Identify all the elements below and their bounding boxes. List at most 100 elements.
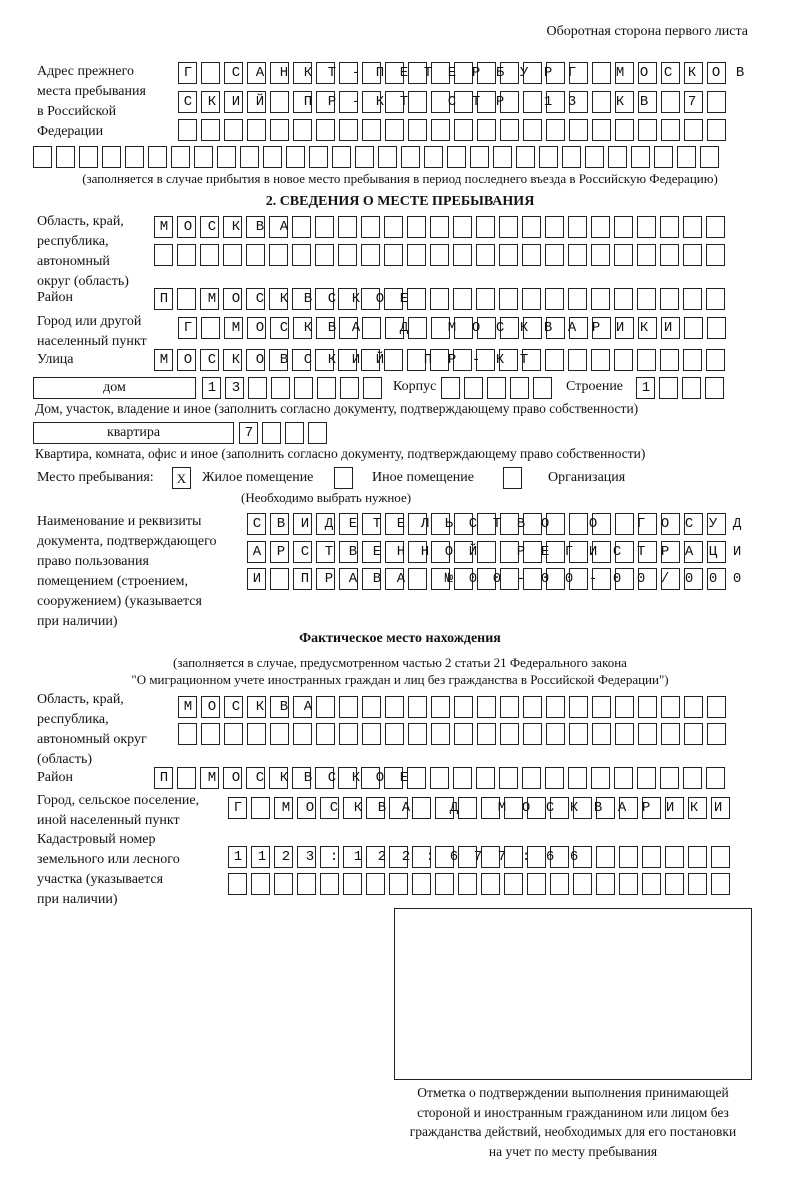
char-cell[interactable] xyxy=(366,873,385,895)
char-cell[interactable] xyxy=(178,696,197,718)
char-cell[interactable] xyxy=(217,146,236,168)
char-cell[interactable] xyxy=(453,349,472,371)
char-cell[interactable] xyxy=(171,146,190,168)
char-cell[interactable] xyxy=(569,119,588,141)
char-cell[interactable] xyxy=(638,723,657,745)
char-cell[interactable] xyxy=(454,62,473,84)
char-cell[interactable] xyxy=(569,91,588,113)
char-cell[interactable] xyxy=(293,541,312,563)
char-cell[interactable] xyxy=(615,513,634,535)
char-cell[interactable] xyxy=(500,91,519,113)
char-cell[interactable] xyxy=(510,377,529,399)
char-cell[interactable] xyxy=(430,244,449,266)
char-cell[interactable] xyxy=(476,216,495,238)
char-cell[interactable] xyxy=(56,146,75,168)
char-cell[interactable] xyxy=(297,873,316,895)
char-cell[interactable] xyxy=(339,91,358,113)
char-cell[interactable] xyxy=(614,767,633,789)
char-cell[interactable] xyxy=(592,119,611,141)
char-cell[interactable] xyxy=(247,513,266,535)
char-cell[interactable] xyxy=(522,244,541,266)
char-cell[interactable] xyxy=(362,696,381,718)
char-cell[interactable] xyxy=(201,119,220,141)
char-cell[interactable] xyxy=(361,288,380,310)
char-cell[interactable] xyxy=(361,216,380,238)
char-cell[interactable] xyxy=(707,317,726,339)
char-cell[interactable] xyxy=(573,846,592,868)
char-cell[interactable] xyxy=(573,873,592,895)
char-cell[interactable] xyxy=(631,146,650,168)
char-cell[interactable] xyxy=(477,723,496,745)
char-cell[interactable] xyxy=(224,317,243,339)
char-cell[interactable] xyxy=(661,723,680,745)
char-cell[interactable] xyxy=(592,317,611,339)
char-cell[interactable] xyxy=(615,119,634,141)
char-cell[interactable] xyxy=(223,288,242,310)
char-cell[interactable] xyxy=(707,696,726,718)
char-cell[interactable] xyxy=(177,244,196,266)
char-cell[interactable] xyxy=(292,288,311,310)
char-cell[interactable] xyxy=(247,119,266,141)
char-cell[interactable] xyxy=(292,767,311,789)
char-cell[interactable] xyxy=(661,91,680,113)
char-cell[interactable] xyxy=(615,317,634,339)
char-cell[interactable] xyxy=(684,317,703,339)
char-cell[interactable] xyxy=(389,873,408,895)
char-cell[interactable] xyxy=(504,873,523,895)
char-cell[interactable] xyxy=(201,91,220,113)
char-cell[interactable] xyxy=(706,767,725,789)
char-cell[interactable] xyxy=(660,767,679,789)
char-cell[interactable] xyxy=(408,568,427,590)
char-cell[interactable] xyxy=(476,244,495,266)
char-cell[interactable] xyxy=(504,846,523,868)
char-cell[interactable] xyxy=(315,288,334,310)
char-cell[interactable] xyxy=(431,317,450,339)
char-cell[interactable] xyxy=(430,216,449,238)
char-cell[interactable] xyxy=(614,349,633,371)
char-cell[interactable] xyxy=(274,797,293,819)
char-cell[interactable] xyxy=(711,846,730,868)
char-cell[interactable] xyxy=(293,317,312,339)
char-cell[interactable] xyxy=(592,91,611,113)
char-cell[interactable] xyxy=(270,513,289,535)
char-cell[interactable] xyxy=(269,244,288,266)
char-cell[interactable] xyxy=(363,377,382,399)
char-cell[interactable] xyxy=(533,377,552,399)
char-cell[interactable] xyxy=(246,216,265,238)
char-cell[interactable] xyxy=(527,873,546,895)
char-cell[interactable] xyxy=(384,767,403,789)
char-cell[interactable] xyxy=(407,244,426,266)
char-cell[interactable] xyxy=(499,349,518,371)
char-cell[interactable] xyxy=(194,146,213,168)
char-cell[interactable] xyxy=(338,216,357,238)
char-cell[interactable] xyxy=(637,288,656,310)
char-cell[interactable] xyxy=(385,317,404,339)
char-cell[interactable] xyxy=(408,513,427,535)
char-cell[interactable] xyxy=(362,317,381,339)
char-cell[interactable] xyxy=(477,91,496,113)
char-cell[interactable] xyxy=(615,568,634,590)
char-cell[interactable] xyxy=(654,146,673,168)
char-cell[interactable] xyxy=(201,696,220,718)
char-cell[interactable] xyxy=(202,377,221,399)
char-cell[interactable] xyxy=(407,349,426,371)
char-cell[interactable] xyxy=(401,146,420,168)
char-cell[interactable] xyxy=(499,244,518,266)
char-cell[interactable] xyxy=(270,317,289,339)
char-cell[interactable] xyxy=(246,244,265,266)
char-cell[interactable] xyxy=(659,377,678,399)
char-cell[interactable] xyxy=(274,846,293,868)
char-cell[interactable] xyxy=(223,767,242,789)
char-cell[interactable] xyxy=(384,216,403,238)
char-cell[interactable] xyxy=(546,119,565,141)
char-cell[interactable] xyxy=(339,568,358,590)
char-cell[interactable] xyxy=(431,723,450,745)
char-cell[interactable] xyxy=(378,146,397,168)
char-cell[interactable] xyxy=(453,767,472,789)
char-cell[interactable] xyxy=(315,216,334,238)
char-cell[interactable] xyxy=(228,797,247,819)
char-cell[interactable] xyxy=(683,244,702,266)
char-cell[interactable] xyxy=(539,146,558,168)
char-cell[interactable] xyxy=(569,317,588,339)
char-cell[interactable] xyxy=(500,119,519,141)
